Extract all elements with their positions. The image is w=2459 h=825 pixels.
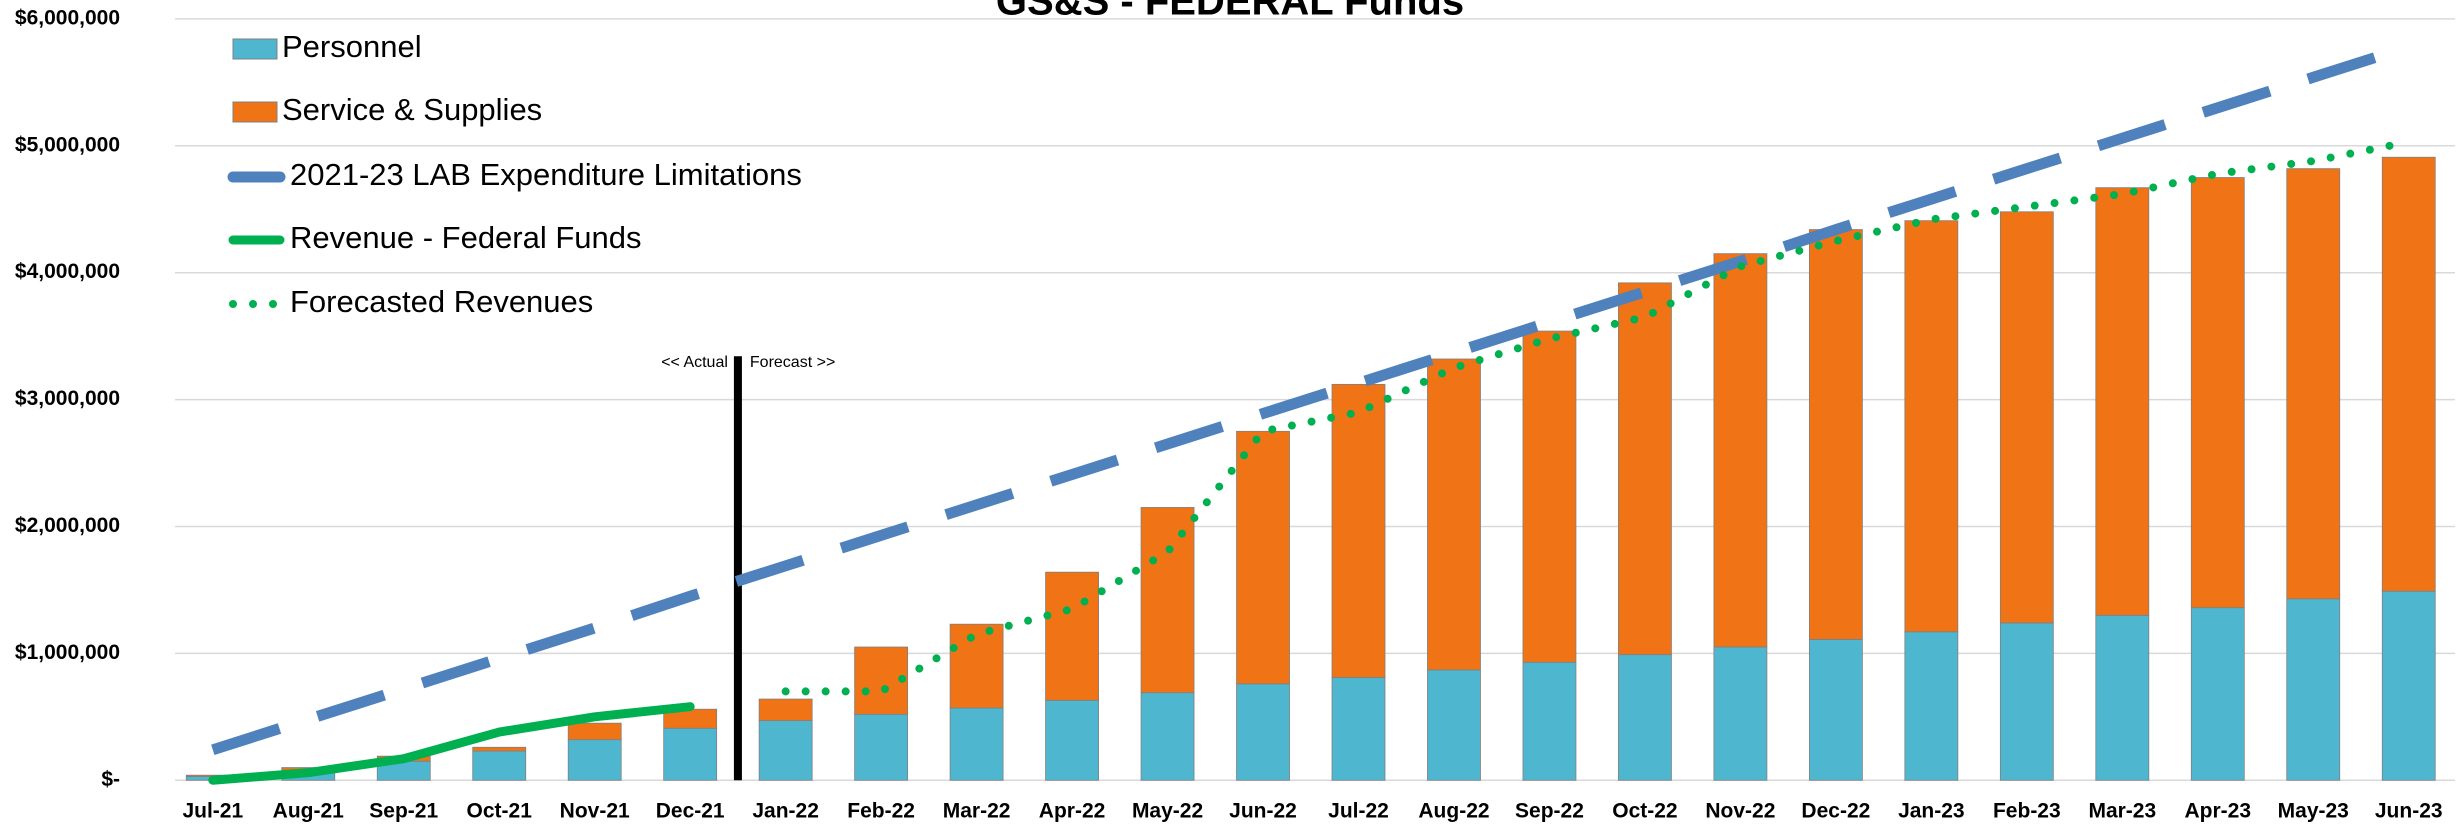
x-tick-label: Jun-23 [2375, 800, 2443, 823]
legend-swatch [232, 101, 278, 123]
y-tick-label: $2,000,000 [15, 514, 120, 537]
bar [2190, 177, 2245, 609]
x-tick-label: Oct-21 [467, 800, 533, 823]
x-tick-label: Nov-21 [560, 800, 630, 823]
x-tick-label: Aug-22 [1418, 800, 1489, 823]
bar [1331, 677, 1386, 781]
bar [1713, 646, 1768, 781]
bar [1236, 430, 1290, 685]
bar [1427, 358, 1481, 671]
x-tick-label: Mar-22 [943, 800, 1011, 823]
legend-label: Forecasted Revenues [290, 284, 593, 319]
x-tick-label: Sep-21 [369, 800, 438, 823]
bar [2095, 614, 2150, 781]
x-tick-label: Mar-23 [2088, 800, 2156, 823]
legend-label: Service & Supplies [282, 92, 542, 127]
x-tick-label: Oct-22 [1612, 800, 1677, 823]
bar [1808, 229, 1863, 640]
bar [2286, 168, 2341, 600]
bar [1522, 661, 1577, 781]
y-tick-label: $- [101, 768, 120, 791]
y-tick-label: $3,000,000 [15, 387, 120, 410]
x-tick-label: Jul-22 [1328, 800, 1389, 823]
x-tick-label: May-23 [2278, 800, 2349, 823]
x-tick-label: Nov-22 [1705, 800, 1775, 823]
line-series [208, 702, 695, 785]
bar [1999, 622, 2054, 781]
x-tick-label: Sep-22 [1515, 800, 1584, 823]
bar [1808, 639, 1863, 781]
bar [1618, 282, 1672, 656]
x-tick-label: Jun-22 [1229, 800, 1297, 823]
x-tick-label: Dec-22 [1801, 800, 1870, 823]
legend-label: Personnel [282, 29, 422, 64]
x-tick-label: Feb-23 [1993, 800, 2061, 823]
bar [1045, 571, 1099, 701]
bar [663, 727, 718, 781]
y-tick-label: $4,000,000 [15, 260, 120, 283]
bar [1713, 253, 1768, 648]
bar [1140, 507, 1195, 694]
x-tick-label: Jul-21 [182, 800, 243, 823]
bar [1618, 654, 1672, 781]
bar [472, 750, 527, 781]
bar [2381, 156, 2436, 592]
bar [1331, 383, 1386, 678]
bar [949, 707, 1004, 781]
bar [1522, 330, 1577, 663]
x-tick-label: Apr-22 [1039, 800, 1106, 823]
x-tick-label: Dec-21 [656, 800, 725, 823]
y-tick-label: $1,000,000 [15, 641, 120, 664]
legend-label: 2021-23 LAB Expenditure Limitations [290, 157, 802, 192]
line-series [211, 41, 2411, 756]
chart-title: GS&S - FEDERAL Funds [996, 0, 1464, 24]
line-series [781, 137, 2413, 696]
x-tick-label: Jan-22 [752, 800, 819, 823]
bar [1427, 669, 1481, 781]
bar [1999, 211, 2054, 624]
annotation: Forecast >> [750, 354, 835, 371]
bar [2095, 187, 2150, 616]
bar [2286, 598, 2341, 781]
annotation: << Actual [661, 354, 728, 371]
bar [1140, 692, 1195, 781]
bar [1045, 699, 1099, 781]
legend-swatch [232, 38, 278, 60]
bar [1904, 220, 1959, 633]
bar [567, 722, 622, 741]
bar [472, 746, 527, 752]
bar [854, 713, 909, 781]
bar [1904, 631, 1959, 781]
x-tick-label: Jan-23 [1898, 800, 1965, 823]
bar [758, 720, 813, 781]
y-tick-label: $6,000,000 [15, 6, 120, 29]
x-tick-label: Aug-21 [273, 800, 344, 823]
y-tick-label: $5,000,000 [15, 133, 120, 156]
x-tick-label: Apr-23 [2185, 800, 2252, 823]
x-tick-label: Feb-22 [847, 800, 915, 823]
x-tick-label: May-22 [1132, 800, 1203, 823]
bar [1236, 683, 1290, 781]
bar [2190, 607, 2245, 781]
bar [758, 698, 813, 722]
legend-label: Revenue - Federal Funds [290, 220, 642, 255]
bar [567, 739, 622, 781]
bar [949, 623, 1004, 709]
bar [2381, 590, 2436, 781]
